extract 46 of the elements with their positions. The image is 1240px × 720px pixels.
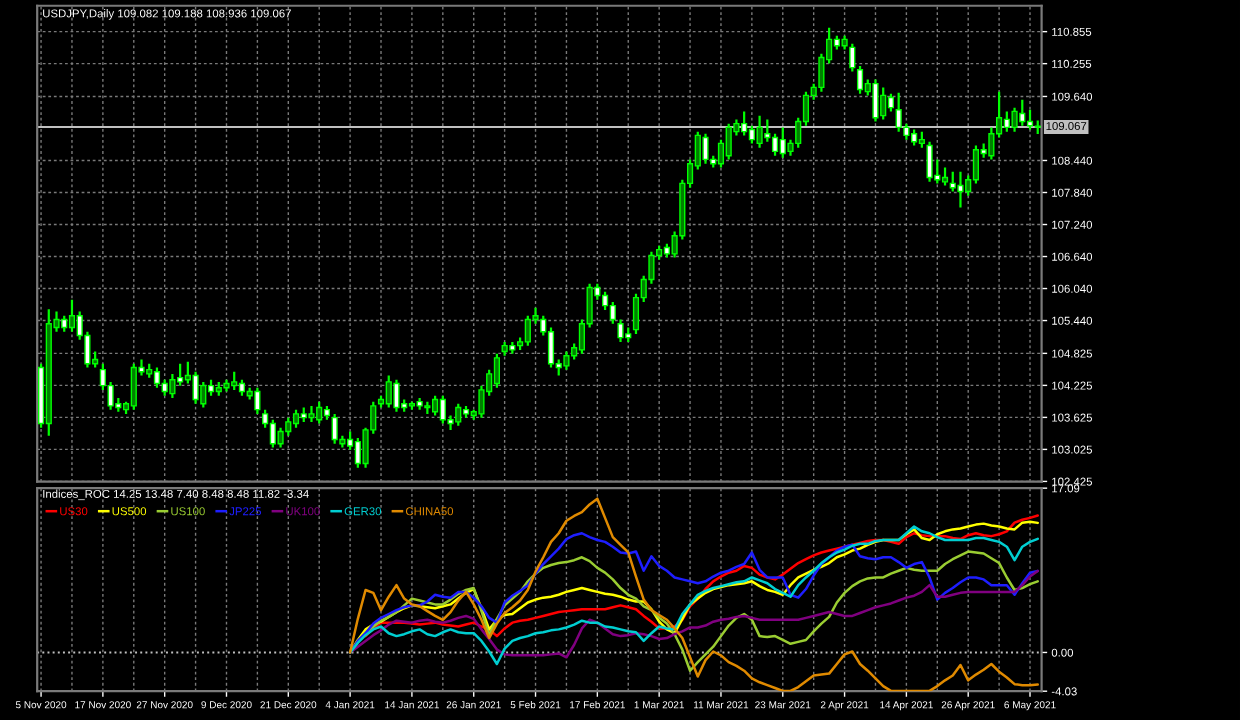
candlestick: [849, 42, 856, 73]
candlestick: [316, 400, 323, 425]
candlestick: [872, 78, 879, 123]
candlestick: [779, 126, 786, 159]
candlestick: [1026, 108, 1034, 131]
candlestick: [972, 144, 980, 185]
candlestick: [756, 114, 763, 149]
candlestick: [856, 64, 864, 95]
candlestick: [439, 394, 446, 425]
candlestick: [524, 314, 531, 347]
candlestick: [741, 110, 748, 137]
candlestick: [1019, 98, 1026, 127]
candlestick: [385, 374, 392, 409]
candlestick: [455, 402, 462, 427]
candlestick: [957, 170, 964, 209]
candlestick: [926, 140, 933, 183]
candlestick: [269, 418, 276, 449]
candlestick: [331, 412, 338, 445]
candlestick: [254, 386, 261, 416]
candlestick: [432, 394, 439, 417]
candlestick: [169, 372, 176, 400]
candlestick: [277, 426, 284, 449]
candlestick: [192, 370, 199, 405]
candlestick: [68, 298, 76, 333]
candlestick: [292, 408, 300, 429]
candlestick: [771, 132, 779, 157]
line-series: [364, 514, 1039, 638]
candlestick: [941, 166, 949, 187]
candlestick: [130, 362, 137, 411]
candlestick: [1003, 110, 1010, 133]
candlestick: [231, 370, 238, 392]
candlestick: [725, 122, 732, 161]
candlestick: [308, 404, 315, 424]
candlestick: [1011, 106, 1018, 133]
candlestick: [895, 91, 902, 133]
candlestick: [880, 86, 887, 121]
line-series: [348, 497, 1039, 692]
line-series: [348, 569, 1039, 659]
candlestick: [354, 436, 361, 469]
candlestick: [547, 326, 555, 369]
candlestick: [393, 378, 400, 413]
candlestick: [200, 380, 207, 409]
candlestick: [153, 366, 161, 389]
candlestick: [702, 132, 709, 165]
candlestick: [563, 350, 570, 371]
candlestick: [493, 352, 500, 389]
